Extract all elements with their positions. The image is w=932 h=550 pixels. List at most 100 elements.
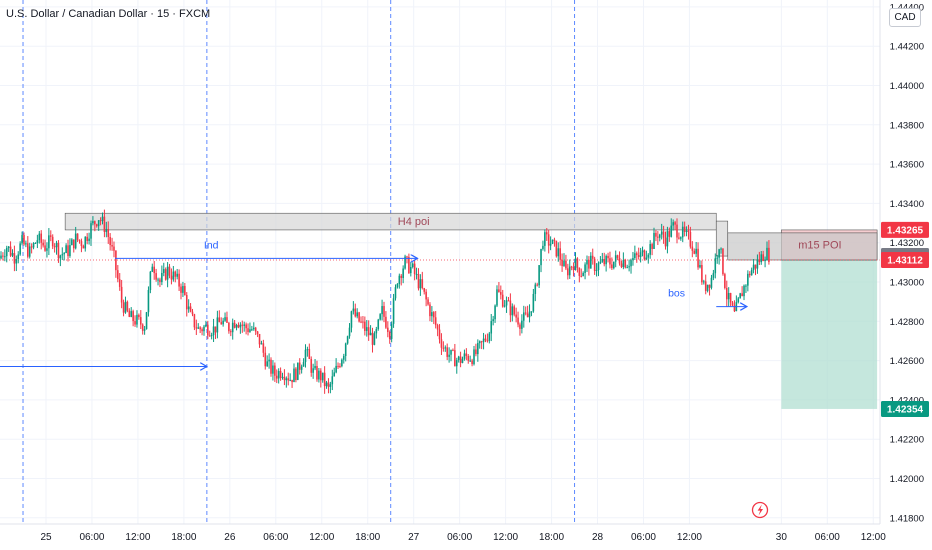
candle-body xyxy=(612,261,615,269)
candle-body xyxy=(53,246,56,248)
candle-body xyxy=(448,354,450,357)
price-badge-label: 1.43265 xyxy=(887,225,924,236)
candle-body xyxy=(509,300,512,316)
candle-body xyxy=(302,362,305,367)
candle-body xyxy=(703,281,705,283)
candle-body xyxy=(593,258,596,271)
candle-body xyxy=(383,306,385,317)
candle-body xyxy=(477,343,479,355)
candle-body xyxy=(693,250,696,254)
candle-body xyxy=(492,319,494,322)
candle-body xyxy=(639,252,642,257)
candle-body xyxy=(745,285,747,287)
candle-body xyxy=(720,248,722,250)
candle-body xyxy=(425,291,427,300)
candle-body xyxy=(557,248,560,257)
price-badge xyxy=(881,400,929,417)
candle-body xyxy=(285,378,288,381)
currency-button[interactable]: CAD xyxy=(889,8,921,27)
candle-body xyxy=(71,239,73,246)
time-axis[interactable]: 6:002506:0012:0018:002606:0012:0018:0027… xyxy=(0,532,886,543)
candle-body xyxy=(99,220,102,222)
candle-body xyxy=(241,324,244,326)
candle-body xyxy=(166,266,169,280)
price-tick-label: 1.42800 xyxy=(890,317,924,328)
candle-body xyxy=(55,242,58,248)
candle-body xyxy=(478,341,481,344)
candle-body xyxy=(365,327,368,331)
candle-body xyxy=(182,286,184,293)
price-axis-bg[interactable] xyxy=(880,0,932,550)
price-axis[interactable]: 1.416001.418001.420001.422001.424001.426… xyxy=(890,0,924,550)
candle-body xyxy=(402,268,404,279)
candle-body xyxy=(369,332,372,336)
candle-body xyxy=(30,246,33,248)
candle-body xyxy=(289,379,291,381)
candle-body xyxy=(599,261,602,264)
candle-body xyxy=(570,266,573,268)
candle-body xyxy=(519,324,521,329)
candle-body xyxy=(11,253,14,256)
candle-body xyxy=(308,349,311,359)
candle-body xyxy=(126,301,129,311)
price-tick-label: 1.44200 xyxy=(890,42,924,53)
time-tick-label: 12:00 xyxy=(493,532,518,543)
candle-body xyxy=(406,256,408,258)
candle-body xyxy=(78,239,81,241)
zone-h4-poi xyxy=(64,212,717,231)
candle-body xyxy=(333,372,336,377)
candle-body xyxy=(628,266,630,268)
candle-body xyxy=(205,324,207,327)
candle-body xyxy=(486,340,489,342)
candle-body xyxy=(670,225,673,237)
candle-body xyxy=(676,224,678,238)
candle-body xyxy=(517,317,519,325)
candle-body xyxy=(107,228,110,237)
candle-body xyxy=(252,327,255,330)
candle-body xyxy=(256,331,259,334)
candle-body xyxy=(214,326,217,333)
candle-body xyxy=(243,324,246,326)
candle-body xyxy=(57,242,60,259)
price-badge-label: 1.42354 xyxy=(887,404,924,415)
candle-body xyxy=(90,223,92,239)
candle-body xyxy=(471,360,473,365)
candle-body xyxy=(15,258,18,264)
price-tick-label: 1.43000 xyxy=(890,278,924,289)
time-axis-bg[interactable] xyxy=(0,524,880,550)
time-tick-label: 30 xyxy=(776,532,788,543)
candle-body xyxy=(128,310,131,317)
candle-body xyxy=(578,267,581,276)
event-icon[interactable] xyxy=(751,501,769,519)
candle-body xyxy=(681,226,684,238)
candle-body xyxy=(306,349,309,351)
candle-body xyxy=(187,306,190,310)
time-tick-label: 12:00 xyxy=(677,532,702,543)
candle-body xyxy=(176,273,178,277)
candle-body xyxy=(295,368,297,380)
candle-body xyxy=(660,231,663,235)
candle-body xyxy=(275,375,278,379)
candle-body xyxy=(695,248,697,254)
candle-body xyxy=(262,343,265,353)
candle-body xyxy=(245,324,247,329)
price-tick-label: 1.43800 xyxy=(890,120,924,131)
candle-body xyxy=(536,284,538,286)
candle-body xyxy=(117,270,119,280)
candle-body xyxy=(423,288,426,292)
candle-body xyxy=(356,312,358,317)
candle-body xyxy=(88,238,90,241)
candle-body xyxy=(300,366,303,370)
candle-body xyxy=(454,350,456,367)
price-badge xyxy=(881,251,929,268)
candle-body xyxy=(371,332,374,345)
candle-body xyxy=(346,336,349,344)
candle-body xyxy=(413,263,416,274)
candle-body xyxy=(500,292,502,295)
candle-body xyxy=(36,240,39,243)
zone-labels: Ind bos H4 poi m15 POI xyxy=(204,216,842,299)
candle-body xyxy=(249,329,251,333)
candle-body xyxy=(339,365,341,367)
candle-body xyxy=(559,248,561,260)
